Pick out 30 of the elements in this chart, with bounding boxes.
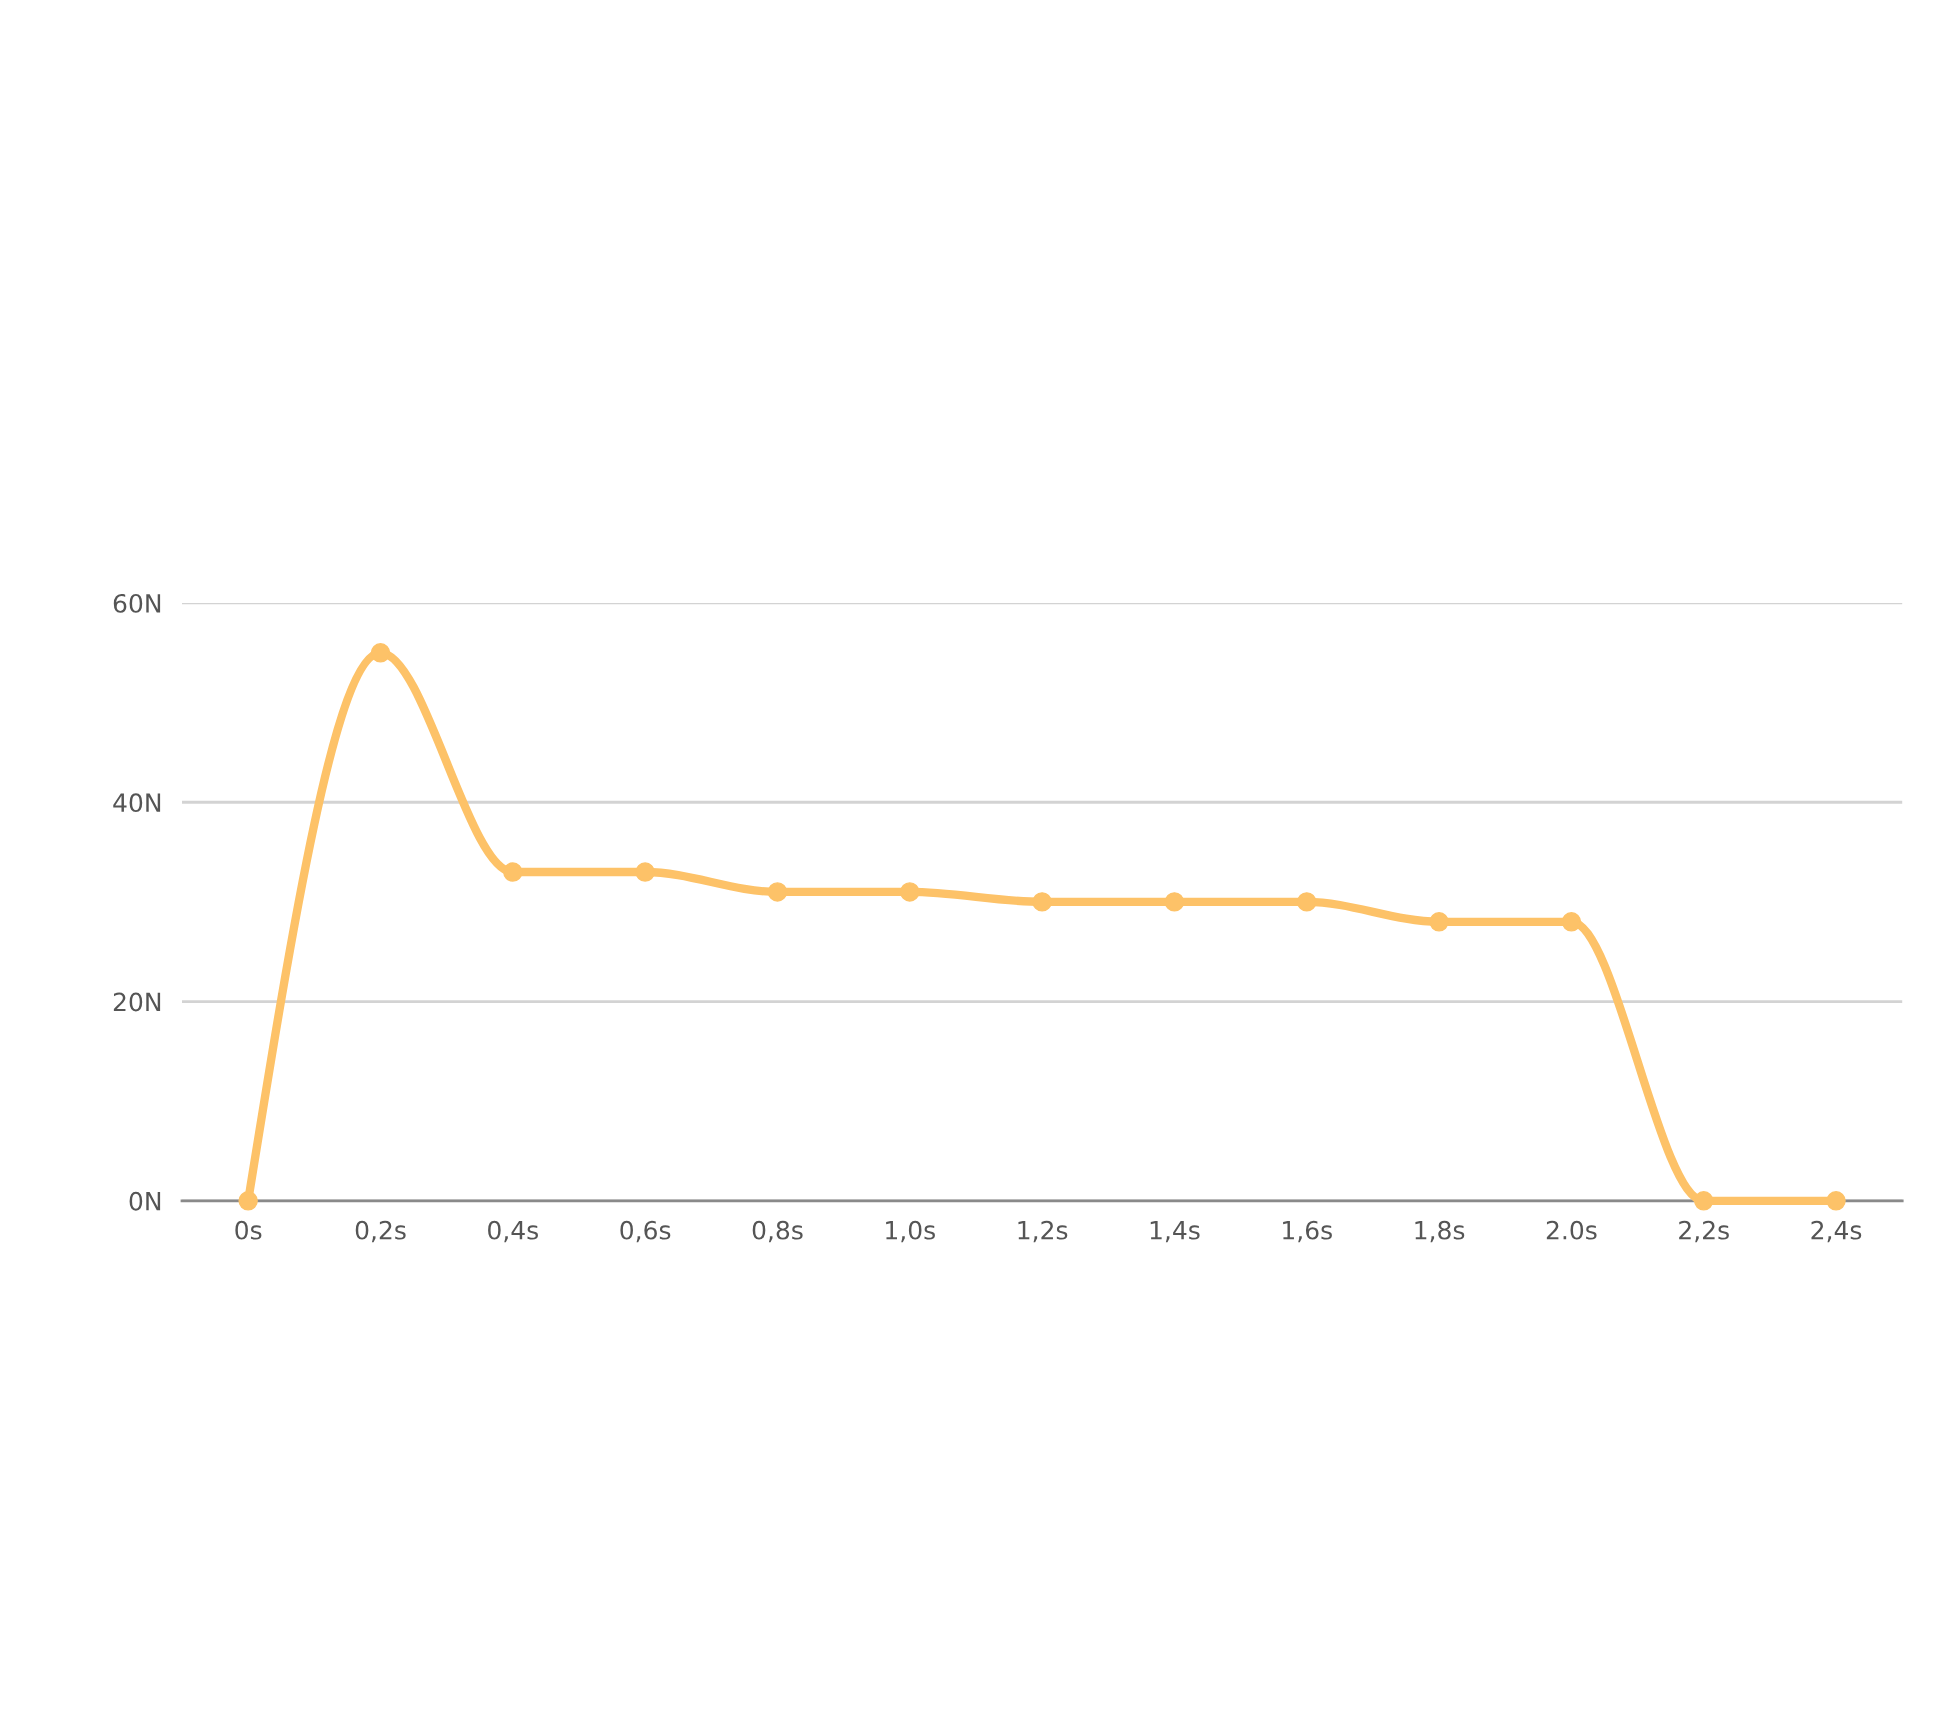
point: [1297, 892, 1317, 912]
x-tick-label: 1,6s: [1283, 1220, 1332, 1243]
x-tick-label: 0,4s: [488, 1220, 538, 1243]
x-tick-label: 0,8s: [752, 1220, 803, 1243]
x-tick-label: 1,4s: [1150, 1221, 1200, 1243]
x-tick-label: 1,0s: [886, 1220, 935, 1243]
point: [1561, 912, 1582, 932]
y-tick-label: 60N: [113, 593, 161, 613]
x-tick-label: 0,6s: [620, 1220, 671, 1243]
x-tick-label: 1,8s: [1415, 1220, 1465, 1243]
x-tick-label: 2.0s: [1546, 1220, 1597, 1240]
point: [503, 862, 523, 882]
point: [1032, 892, 1052, 912]
point: [1164, 892, 1185, 912]
point: [767, 882, 788, 902]
y-tick-label: 20N: [113, 992, 161, 1012]
y-tick-label: 40N: [113, 793, 161, 813]
x-tick-label: 0s: [235, 1220, 262, 1240]
x-tick-label: 0,2s: [355, 1220, 406, 1243]
y-tick-label: 0N: [129, 1191, 161, 1211]
x-tick-label: 2,4s: [1811, 1220, 1862, 1243]
point: [1429, 912, 1449, 932]
x-tick-label: 2,2s: [1679, 1220, 1729, 1243]
x-tick-label: 1,2s: [1018, 1220, 1068, 1243]
point: [370, 643, 391, 663]
point: [1693, 1191, 1714, 1211]
point: [238, 1191, 258, 1211]
point: [635, 862, 655, 882]
point: [900, 882, 920, 902]
point: [1826, 1191, 1846, 1211]
